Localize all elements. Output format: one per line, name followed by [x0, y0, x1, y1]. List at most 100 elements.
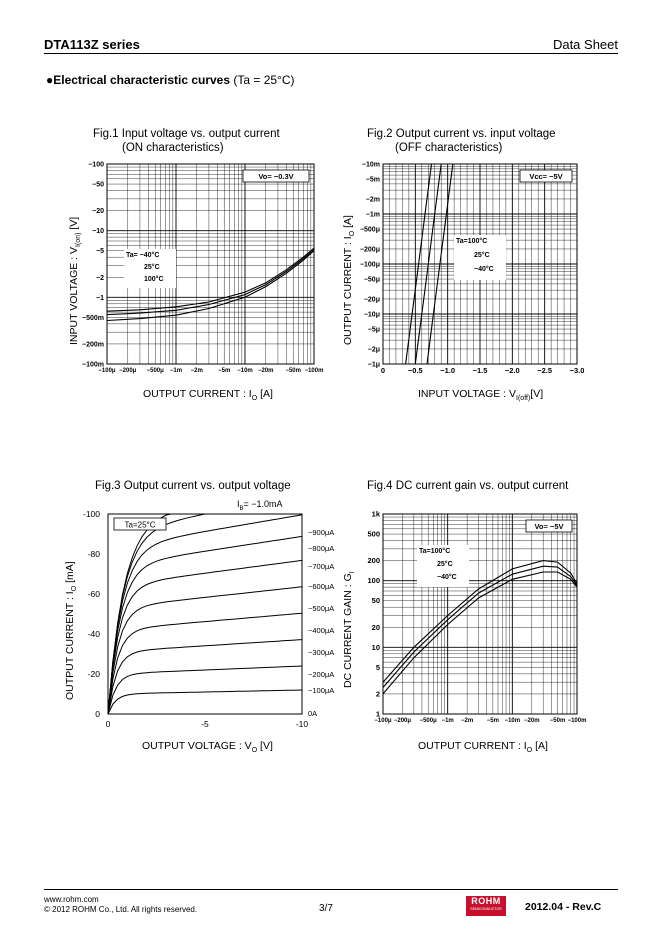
- fig1-legend-item: Ta= −40°C: [126, 251, 159, 259]
- footer-url: www.rohm.com: [44, 895, 99, 904]
- fig3-y-tick-label: 0: [95, 709, 100, 719]
- fig2-legend-bg: [454, 235, 506, 280]
- fig1-y-tick-label: −10: [92, 228, 104, 235]
- fig3-y-tick-label: -100: [83, 509, 100, 519]
- fig1-ylabel: INPUT VOLTAGE : VI(on) [V]: [68, 216, 83, 345]
- fig4-legend-bg: [417, 545, 469, 587]
- fig2-y-tick-label: −50μ: [364, 277, 380, 284]
- fig1-x-tick-label: −20m: [258, 368, 274, 374]
- fig3-series-line: [107, 689, 303, 715]
- fig4-x-tick-label: −5m: [487, 718, 499, 724]
- fig3-chart: -100 -80 -60 -40 -20 00 -5 -10 −900μA −800μA −700μ…: [83, 509, 334, 729]
- fig4-legend-item: Ta=100°C: [419, 547, 450, 555]
- fig1-legend-item: 25°C: [144, 263, 160, 271]
- fig1-condition: Vo= −0.3V: [258, 172, 293, 181]
- fig2-x-tick-label: −2.5: [537, 366, 552, 375]
- fig4-chart: 1k 500 200 100 50 20 10 5 2 1−100μ −200μ −500μ −1m −2…: [367, 510, 586, 725]
- fig1-xlabel: OUTPUT CURRENT : IO [A]: [143, 388, 273, 403]
- fig1-y-tick-label: −2: [96, 275, 104, 282]
- fig1-y-tick-label: −200m: [82, 341, 104, 348]
- fig4-plot-frame: [382, 513, 578, 715]
- fig1-series-line: [106, 250, 315, 322]
- fig2-x-tick-label: −0.5: [408, 366, 423, 375]
- fig3-curve-label: −700μA: [308, 562, 334, 571]
- fig2-series-line: [414, 163, 442, 365]
- fig2-legend-item: 25°C: [474, 251, 490, 259]
- fig3-y-tick-label: -20: [88, 669, 101, 679]
- fig1-x-tick-label: −100μ: [98, 368, 116, 374]
- fig3-xlabel: OUTPUT VOLTAGE : VO [V]: [142, 740, 273, 755]
- fig2-legend-item: −40°C: [474, 265, 494, 273]
- fig1-legend-item: 100°C: [144, 275, 164, 283]
- fig1-x-tick-label: −5m: [218, 368, 230, 374]
- fig2-y-tick-label: −100μ: [360, 262, 380, 269]
- header-rule: [44, 53, 618, 54]
- fig2-y-tick-label: −5m: [366, 177, 380, 184]
- fig4-condition-box: [525, 519, 573, 533]
- fig4-x-tick-label: −1m: [442, 718, 454, 724]
- fig4-y-tick-label: 1k: [372, 510, 381, 519]
- fig3-y-tick-label: -40: [88, 629, 101, 639]
- fig3-curve-label: −900μA: [308, 528, 334, 537]
- fig3-curve-label: −100μA: [308, 686, 334, 695]
- fig2-y-tick-label: −10m: [362, 162, 380, 169]
- fig3-y-tick-label: -60: [88, 589, 101, 599]
- fig1-chart: −100−50−20−10−5−2−1−500m−200m−100m−100μ −…: [82, 162, 324, 375]
- fig4-series-line: [382, 560, 578, 683]
- fig4-y-tick-label: 200: [367, 556, 380, 565]
- fig3-curve-label: −600μA: [308, 582, 334, 591]
- fig4-y-tick-label: 10: [372, 643, 380, 652]
- fig4-legend-item: 25°C: [437, 560, 453, 568]
- fig1-y-tick-label: −100m: [82, 362, 104, 369]
- fig4-y-tick-label: 1: [376, 710, 380, 719]
- fig4-condition: Vo= −5V: [534, 522, 563, 531]
- rohm-logo: ROHM SEMICONDUCTOR: [466, 896, 506, 916]
- fig3-curve-label: −200μA: [308, 670, 334, 679]
- fig4-y-tick-label: 5: [376, 663, 380, 672]
- fig2-y-tick-label: −500μ: [360, 227, 380, 234]
- fig4-series-line: [382, 565, 578, 688]
- fig3-series-line: [107, 586, 303, 715]
- fig3-x-tick-label: 0: [106, 719, 111, 729]
- fig3-curve-label: −500μA: [308, 604, 334, 613]
- fig1-series-line: [106, 249, 315, 316]
- fig2-xlabel: INPUT VOLTAGE : VI(off)[V]: [418, 388, 544, 403]
- fig3-series-line: [107, 612, 303, 715]
- fig2-caption-sub: (OFF characteristics): [395, 142, 503, 154]
- fig1-x-tick-label: −200μ: [119, 368, 137, 374]
- fig3-ylabel: OUTPUT CURRENT : IO [mA]: [64, 561, 79, 700]
- fig1-x-tick-label: −10m: [237, 368, 253, 374]
- fig1-x-tick-label: −1m: [170, 368, 182, 374]
- fig4-y-tick-label: 100: [367, 576, 380, 585]
- fig3-series-line: [107, 514, 303, 715]
- fig1-x-tick-label: −100m: [305, 368, 324, 374]
- fig3-series-line: [107, 535, 303, 715]
- section-title: Electrical characteristic curves: [53, 73, 231, 87]
- fig2-x-tick-label: −2.0: [505, 366, 520, 375]
- fig2-y-tick-label: −5μ: [368, 327, 380, 334]
- page-number: 3/7: [319, 903, 333, 914]
- fig3-curve-label: −800μA: [308, 544, 334, 553]
- fig2-x-tick-label: −1.0: [440, 366, 455, 375]
- fig4-x-tick-label: −2m: [461, 718, 473, 724]
- fig4-y-tick-label: 50: [372, 596, 380, 605]
- fig4-x-tick-label: −20m: [524, 718, 540, 724]
- fig4-y-tick-label: 500: [367, 530, 380, 539]
- fig4-caption: Fig.4 DC current gain vs. output current: [367, 480, 569, 492]
- fig3-series-line: [107, 559, 303, 715]
- footer-copyright: © 2012 ROHM Co., Ltd. All rights reserve…: [44, 905, 198, 914]
- fig4-series-line: [382, 571, 578, 695]
- fig2-y-tick-label: −1μ: [368, 362, 380, 369]
- fig3-x-tick-label: -5: [201, 719, 209, 729]
- fig3-x-tick-label: -10: [296, 719, 309, 729]
- fig3-series-line: [107, 513, 302, 715]
- fig1-x-tick-label: −2m: [191, 368, 203, 374]
- document-series-title: DTA113Z series: [44, 37, 140, 52]
- fig1-y-tick-label: −50: [92, 182, 104, 189]
- fig3-series-line: [107, 639, 303, 715]
- fig2-y-tick-label: −20μ: [364, 296, 380, 303]
- fig1-legend-bg: [124, 249, 176, 288]
- fig2-x-tick-label: 0: [381, 366, 385, 375]
- revision-label: 2012.04 - Rev.C: [525, 901, 602, 913]
- fig1-x-tick-label: −500μ: [147, 368, 165, 374]
